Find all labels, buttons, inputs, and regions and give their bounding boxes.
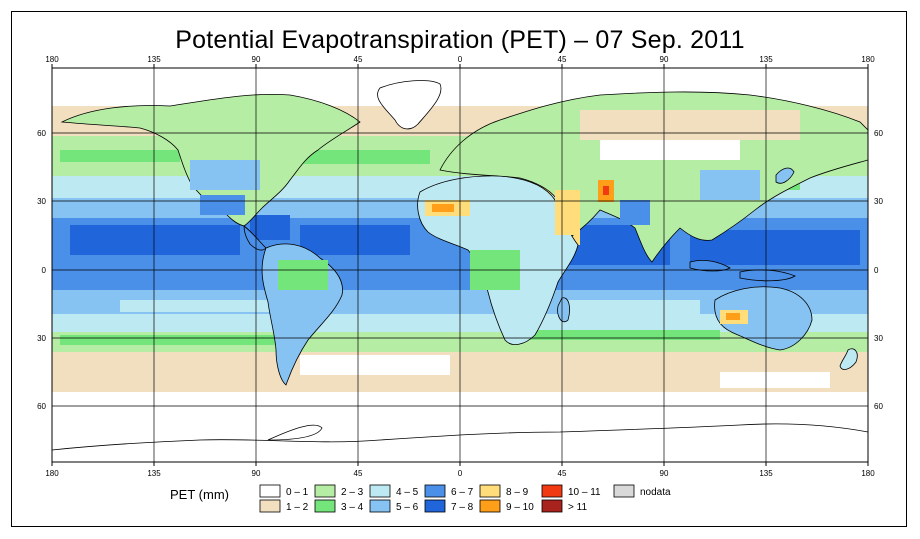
right-lat-tick-30s: 30 [874,334,883,343]
legend-label-7: 6 – 7 [451,487,474,498]
greenland-outline [377,80,442,130]
tick-marks [51,64,869,466]
left-lat-tick-60n: 60 [37,129,46,138]
legend-label-9: 8 – 9 [506,487,529,498]
top-lon-tick-3: 90 [252,55,261,64]
legend-label-8: 7 – 8 [451,502,474,513]
madagascar-outline [557,297,570,323]
patch-south-atlantic-0-1 [300,355,450,375]
legend-swatch-7 [424,484,446,498]
legend-label-3: 2 – 3 [341,487,364,498]
legend-swatch-13 [613,484,635,498]
siberia-1-2 [580,110,800,140]
top-lon-tick-7: 90 [660,55,669,64]
patch-atlantic-7-8 [300,225,410,255]
antarctic-peninsula [267,424,323,441]
right-lat-tick-30n: 30 [874,197,883,206]
legend-swatch-6 [369,499,391,513]
patch-south-3-4 [60,335,280,345]
india-6-7 [620,200,650,225]
legend-label-6: 5 – 6 [396,502,419,513]
legend-swatch-9 [479,484,501,498]
bottom-lon-tick-1: 180 [45,469,59,478]
legend-swatch-8 [424,499,446,513]
legend-swatch-3 [314,484,336,498]
top-lon-tick-8: 135 [759,55,773,64]
patch-south-indian-3-4 [520,330,720,340]
top-lon-tick-4: 45 [354,55,363,64]
top-lon-tick-5: 0 [458,55,463,64]
left-lat-tick-0: 0 [42,266,47,275]
bottom-lon-tick-4: 45 [354,469,363,478]
legend-label-13: nodata [640,487,671,498]
patch-south-pacific-4-5 [120,300,280,312]
left-lat-tick-30n: 30 [37,197,46,206]
right-lat-tick-60n: 60 [874,129,883,138]
west-australia-9-10 [726,313,740,320]
patch-pacific-3-4 [60,150,180,162]
japan-outline [775,167,795,184]
mexico-6-7 [200,195,245,215]
usa-5-6 [190,160,260,190]
graticule [52,68,868,462]
left-lat-tick-60s: 60 [37,402,46,411]
map-title: Potential Evapotranspiration (PET) – 07 … [175,26,745,54]
legend: PET (mm) 0 – 1 1 – 2 2 – 3 3 – 4 4 – 5 5 – 6 6… [170,484,671,513]
top-lon-tick-2: 135 [147,55,161,64]
east-china-5-6 [700,170,760,200]
legend-label-2: 1 – 2 [286,502,309,513]
legend-swatch-5 [369,484,391,498]
bottom-lon-tick-7: 90 [660,469,669,478]
arabia-8-9 [555,190,580,235]
left-lat-tick-30s: 30 [37,334,46,343]
legend-label-1: 0 – 1 [286,487,309,498]
legend-swatch-2 [259,499,281,513]
patch-caribbean-7-8 [250,215,290,240]
legend-swatch-10 [479,499,501,513]
sahel-9-10 [432,204,454,212]
legend-swatch-12 [541,499,563,513]
bottom-lon-tick-2: 135 [147,469,161,478]
legend-label-11: 10 – 11 [568,487,601,498]
legend-swatch-1 [259,484,281,498]
patch-south-tasman-0-1 [720,372,830,388]
legend-items: 0 – 1 1 – 2 2 – 3 3 – 4 4 – 5 5 – 6 6 – 7 7 – 8… [259,484,671,513]
top-lon-tick-6: 45 [558,55,567,64]
central-america-outline [243,225,267,251]
bottom-lon-tick-6: 45 [558,469,567,478]
bottom-lon-tick-8: 135 [759,469,773,478]
legend-label-4: 3 – 4 [341,502,364,513]
new-zealand-outline [839,348,858,370]
patch-atlantic-3-4 [300,150,430,164]
right-lat-tick-0: 0 [874,266,879,275]
patch-south-indian-4-5 [560,300,700,316]
persia-10-11 [603,186,609,195]
bottom-lon-tick-3: 90 [252,469,261,478]
pet-field [52,68,868,462]
top-lon-tick-1: 180 [45,55,59,64]
right-lat-tick-60s: 60 [874,402,883,411]
amazon-3-4 [278,260,328,290]
top-lon-tick-9: 180 [861,55,875,64]
bottom-lon-tick-5: 0 [458,469,463,478]
central-asia-0-1 [600,140,740,160]
legend-swatch-4 [314,499,336,513]
patch-east-pacific-7-8 [70,225,240,255]
legend-label-12: > 11 [568,502,587,513]
legend-label-10: 9 – 10 [506,502,534,513]
legend-title: PET (mm) [170,487,229,502]
legend-label-5: 4 – 5 [396,487,419,498]
bottom-lon-tick-9: 180 [861,469,875,478]
legend-swatch-11 [541,484,563,498]
